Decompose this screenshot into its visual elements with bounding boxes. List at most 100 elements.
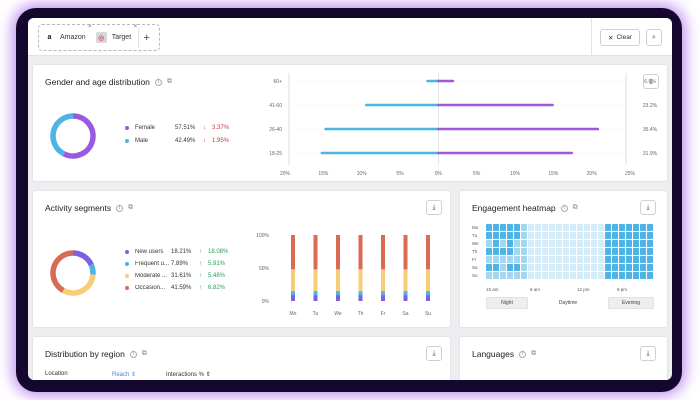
- heatmap-cell: [542, 224, 548, 231]
- heatmap-cell: [521, 224, 527, 231]
- card-title: Gender and age distribution: [45, 77, 150, 87]
- languages-card: Languages i ⧉ ⤓: [459, 336, 668, 380]
- arrow-up-icon: ↑: [199, 273, 202, 279]
- gender-donut-slice: [62, 113, 96, 159]
- add-brand-button[interactable]: +: [138, 27, 154, 48]
- heatmap-cell: [647, 264, 653, 271]
- heatmap-cell: [591, 248, 597, 255]
- column-header-location[interactable]: Location: [45, 371, 68, 377]
- heatmap-cell: [633, 264, 639, 271]
- heatmap-cell: [570, 232, 576, 239]
- heatmap-cell: [612, 264, 618, 271]
- heatmap-cell: [633, 224, 639, 231]
- download-button[interactable]: ⤓: [640, 200, 656, 215]
- pin-button[interactable]: ⌕: [646, 29, 662, 46]
- column-header-reach[interactable]: Reach ⇕: [112, 371, 136, 378]
- heatmap-cell: [514, 248, 520, 255]
- heatmap-cell: [605, 240, 611, 247]
- period-tab-daytime[interactable]: Daytime: [558, 300, 578, 306]
- copy-icon[interactable]: ⧉: [141, 350, 147, 357]
- heatmap-cell: [612, 272, 618, 279]
- clear-button[interactable]: ✕ Clear: [600, 29, 640, 46]
- heatmap-cell: [514, 224, 520, 231]
- period-tab-evening[interactable]: Evening: [608, 297, 654, 309]
- heatmap-cell: [598, 232, 604, 239]
- copy-icon[interactable]: ⧉: [128, 204, 134, 211]
- age-share-label: 31.9%: [643, 151, 658, 157]
- heatmap-cell: [598, 272, 604, 279]
- card-header: Engagement heatmap i ⧉: [472, 203, 578, 213]
- brand-chip-amazon[interactable]: a Amazon ×: [39, 24, 92, 48]
- time-label: 6 pm: [617, 287, 628, 292]
- x-tick-label: 5%: [396, 171, 404, 177]
- heatmap-cell: [535, 264, 541, 271]
- info-icon[interactable]: i: [129, 350, 137, 358]
- heatmap-cell: [500, 256, 506, 263]
- download-button[interactable]: ⤓: [643, 74, 659, 89]
- heatmap-cell: [626, 240, 632, 247]
- remove-chip-icon[interactable]: ×: [88, 23, 92, 30]
- download-button[interactable]: ⤓: [426, 346, 442, 361]
- info-icon[interactable]: i: [154, 78, 162, 86]
- heatmap-cell: [507, 232, 513, 239]
- heatmap-cell: [640, 264, 646, 271]
- x-tick-label: 20%: [280, 171, 291, 177]
- heatmap-cell: [521, 248, 527, 255]
- heatmap-cell: [605, 224, 611, 231]
- heatmap-cell: [584, 224, 590, 231]
- time-label: 12 pm: [577, 287, 590, 292]
- time-label: 6 am: [530, 287, 541, 292]
- x-tick-label: We: [334, 311, 342, 317]
- copy-icon[interactable]: ⧉: [531, 350, 537, 357]
- heatmap-cell: [549, 224, 555, 231]
- heatmap-cell: [514, 272, 520, 279]
- card-title: Distribution by region: [45, 349, 125, 359]
- card-title: Languages: [472, 349, 515, 359]
- download-button[interactable]: ⤓: [640, 346, 656, 361]
- copy-icon[interactable]: ⧉: [166, 78, 172, 85]
- heatmap-cell: [500, 248, 506, 255]
- heatmap-cell: [514, 232, 520, 239]
- heatmap-cell: [521, 272, 527, 279]
- heatmap-cell: [640, 272, 646, 279]
- x-tick-label: Fr: [381, 311, 386, 317]
- download-button[interactable]: ⤓: [426, 200, 442, 215]
- activity-bar-segment: [313, 295, 318, 301]
- heatmap-cell: [507, 224, 513, 231]
- heatmap-cell: [556, 256, 562, 263]
- heatmap-cell: [514, 240, 520, 247]
- heatmap-cell: [500, 264, 506, 271]
- activity-segments-card: Activity segments i ⧉ ⤓ New users 18.21%…: [32, 190, 451, 328]
- period-tab-night[interactable]: Night: [486, 297, 528, 309]
- info-icon[interactable]: i: [116, 204, 124, 212]
- legend-value: 7.89%: [171, 261, 189, 267]
- heatmap-cell: [563, 264, 569, 271]
- legend-row-female: Female 57.51% ↓ 3.37%: [125, 125, 229, 131]
- heatmap-cell: [605, 264, 611, 271]
- heatmap-cell: [528, 264, 534, 271]
- age-butterfly-chart: 60+ 6.6% 41-60 23.2% 26-40 35.4% 18-25 31.9% 20%…: [269, 73, 658, 177]
- heatmap-cell: [633, 248, 639, 255]
- activity-bar-segment: [291, 235, 295, 270]
- heatmap-cell: [521, 232, 527, 239]
- heatmap-cell: [493, 240, 499, 247]
- brand-chip-target[interactable]: ◎ Target ×: [91, 24, 137, 48]
- heatmap-cell: [605, 272, 611, 279]
- heatmap-cell: [598, 256, 604, 263]
- heatmap-cell: [486, 248, 492, 255]
- heatmap-cell: [521, 264, 527, 271]
- x-tick-label: 10%: [510, 171, 521, 177]
- brand-chip-label: Amazon: [60, 34, 86, 41]
- info-icon[interactable]: i: [519, 350, 527, 358]
- column-header-interactions[interactable]: Interactions % ⇕: [166, 371, 211, 378]
- heatmap-cell: [507, 272, 513, 279]
- copy-icon[interactable]: ⧉: [572, 204, 578, 211]
- heatmap-cell: [486, 240, 492, 247]
- legend-dot: [125, 139, 129, 143]
- activity-bar-segment: [381, 295, 385, 301]
- remove-chip-icon[interactable]: ×: [133, 23, 138, 30]
- x-tick-label: 10%: [357, 171, 368, 177]
- heatmap-cell: [577, 224, 583, 231]
- info-icon[interactable]: i: [560, 204, 568, 212]
- legend-change: 5.91%: [208, 261, 226, 267]
